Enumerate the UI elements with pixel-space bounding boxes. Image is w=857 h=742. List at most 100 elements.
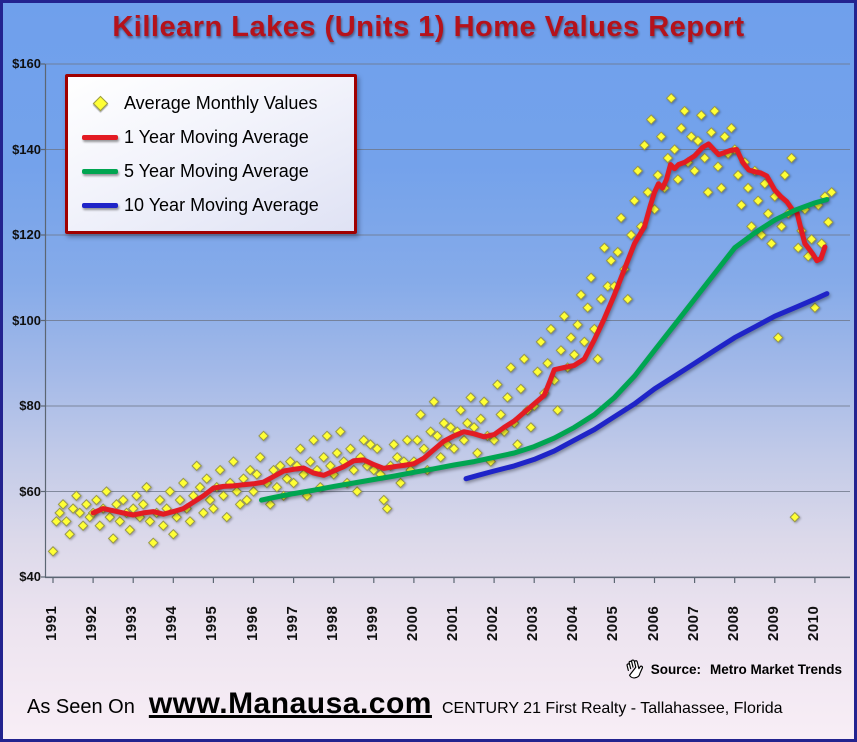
data-point-diamond [515, 383, 527, 395]
data-point-diamond [171, 511, 182, 523]
data-point-diamond [532, 366, 543, 378]
x-tick-label: 2008 [724, 605, 742, 641]
data-point-diamond [762, 208, 774, 219]
footer-realty-text: CENTURY 21 First Realty - Tallahassee, F… [441, 700, 783, 717]
data-point-diamond [615, 212, 627, 224]
data-point-diamond [599, 242, 610, 254]
footer-prefix: As Seen On [27, 696, 135, 718]
data-point-diamond [228, 456, 239, 467]
data-point-diamond [712, 161, 724, 172]
data-point-diamond [789, 511, 801, 523]
data-point-diamond [665, 92, 677, 104]
data-point-diamond [174, 494, 186, 506]
data-point-diamond [752, 195, 764, 207]
data-point-diamond [201, 473, 213, 484]
data-point-diamond [141, 481, 152, 493]
data-point-diamond [298, 469, 309, 480]
data-point-diamond [348, 464, 360, 476]
data-point-diamond [144, 516, 156, 527]
data-point-diamond [699, 152, 710, 164]
data-point-diamond [308, 434, 319, 446]
x-tick-label: 2000 [403, 605, 421, 641]
footer-banner: As Seen On www.Manausa.com CENTURY 21 Fi… [27, 687, 850, 731]
data-point-diamond [381, 503, 393, 514]
x-tick-label: 1998 [323, 605, 341, 641]
data-point-diamond [271, 481, 283, 493]
blue-line-marker-icon [80, 202, 120, 208]
data-point-diamond [689, 165, 700, 177]
data-point-diamond [672, 174, 684, 185]
data-point-diamond [124, 524, 136, 536]
data-point-diamond [525, 422, 537, 433]
data-point-diamond [164, 486, 176, 497]
data-point-diamond [395, 477, 406, 489]
data-point-diamond [401, 434, 413, 446]
data-point-diamond [806, 233, 817, 245]
data-point-diamond [331, 447, 343, 459]
data-point-diamond [458, 434, 470, 446]
data-point-diamond [254, 451, 266, 463]
data-point-diamond [318, 451, 329, 463]
data-point-diamond [472, 447, 483, 459]
x-tick-label: 2001 [444, 605, 461, 641]
data-point-diamond [51, 516, 62, 527]
data-point-diamond [555, 345, 567, 356]
data-point-diamond [77, 520, 89, 532]
data-point-diamond [545, 323, 557, 335]
data-point-diamond [101, 486, 112, 497]
data-point-diamond [568, 349, 580, 361]
data-point-diamond [669, 144, 680, 155]
data-point-diamond [826, 186, 837, 198]
data-point-diamond [742, 182, 754, 194]
data-point-diamond [518, 353, 530, 365]
data-point-diamond [294, 443, 306, 455]
data-point-diamond [478, 396, 490, 408]
data-point-diamond [492, 379, 503, 390]
data-point-diamond [655, 131, 667, 142]
data-point-diamond [411, 434, 423, 446]
data-point-diamond [639, 139, 650, 151]
x-tick-label: 2009 [764, 605, 782, 641]
data-point-diamond [552, 404, 563, 416]
data-point-diamond [321, 430, 333, 442]
chart-title: Killearn Lakes (Units 1) Home Values Rep… [112, 11, 745, 43]
data-point-diamond [137, 499, 149, 510]
data-point-diamond [579, 336, 590, 348]
x-tick-label: 2006 [644, 605, 662, 641]
x-tick-label: 1997 [283, 605, 301, 641]
data-point-diamond [695, 109, 707, 121]
data-point-diamond [234, 499, 246, 510]
data-point-diamond [258, 430, 269, 442]
data-point-diamond [445, 422, 456, 433]
legend-item-10-year-moving-average: 10 Year Moving Average [80, 188, 344, 222]
data-point-diamond [719, 131, 730, 142]
diamond-marker-icon [80, 95, 120, 111]
data-point-diamond [91, 494, 102, 506]
data-point-diamond [194, 481, 206, 493]
data-point-diamond [572, 319, 583, 331]
data-point-diamond [629, 195, 640, 207]
data-point-diamond [208, 503, 219, 514]
data-point-diamond [692, 135, 704, 147]
data-point-diamond [191, 460, 202, 472]
x-tick-label: 1991 [43, 605, 60, 641]
data-point-diamond [779, 169, 791, 181]
data-point-diamond [435, 451, 446, 463]
website-link[interactable]: www.Manausa.com [148, 687, 432, 720]
data-point-diamond [74, 507, 86, 519]
data-point-diamond [231, 486, 243, 497]
green-line-marker-icon [80, 168, 120, 174]
data-point-diamond [505, 362, 517, 373]
data-point-diamond [512, 439, 523, 450]
data-point-diamond [582, 302, 593, 313]
data-point-diamond [575, 289, 587, 301]
data-point-diamond [71, 490, 82, 502]
data-point-diamond [248, 486, 259, 497]
data-point-diamond [57, 499, 69, 510]
data-point-diamond [264, 499, 276, 510]
data-point-diamond [776, 221, 787, 232]
moving-average-line [463, 291, 830, 482]
y-tick-label: $40 [19, 569, 41, 584]
y-tick-label: $140 [12, 141, 41, 157]
data-point-diamond [305, 456, 316, 467]
